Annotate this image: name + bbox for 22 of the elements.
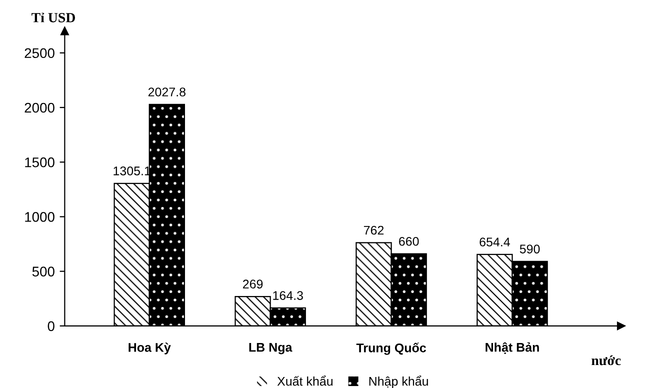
data-label: 2027.8 — [148, 88, 186, 96]
data-label: 762 — [364, 226, 384, 235]
data-label: 590 — [520, 244, 540, 254]
y-axis-title: Tỉ USD — [32, 12, 76, 22]
data-label: 164.3 — [273, 291, 303, 300]
data-label: 269 — [242, 280, 263, 289]
data-label: 654.4 — [480, 238, 510, 246]
x-tick-label: Trung Quốc — [356, 342, 426, 355]
data-label: 1305.1 — [114, 166, 150, 176]
data-label: 660 — [399, 236, 419, 246]
x-tick-label: Hoa Kỳ — [128, 342, 171, 354]
y-tick-label: 2500 — [24, 48, 54, 58]
y-tick-label: 500 — [32, 266, 54, 276]
legend-label: Xuất khẩu — [277, 376, 332, 386]
x-tick-label: LB Nga — [249, 342, 292, 354]
x-axis-title: nước — [592, 355, 621, 366]
y-tick-label: 2000 — [24, 102, 54, 113]
y-tick-label: 1500 — [25, 157, 54, 168]
y-tick-label: 0 — [48, 321, 54, 332]
x-tick-label: Nhật Bản — [486, 342, 539, 354]
legend-label: Nhập khẩu — [369, 376, 428, 388]
y-tick-label: 1000 — [25, 212, 54, 222]
